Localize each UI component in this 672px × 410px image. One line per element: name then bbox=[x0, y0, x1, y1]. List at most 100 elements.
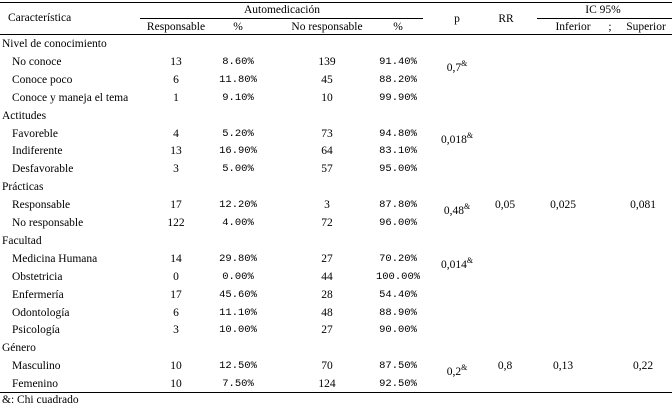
responsable-count: 3 bbox=[173, 163, 179, 176]
section-title: Prácticas bbox=[2, 181, 44, 194]
rr-value: 0,05 bbox=[494, 199, 516, 212]
responsable-count: 6 bbox=[173, 73, 179, 86]
no-responsable-count: 64 bbox=[321, 145, 333, 158]
row-label: Indiferente bbox=[12, 145, 63, 158]
responsable-count: 0 bbox=[173, 270, 179, 283]
p-value: 0,2& bbox=[446, 363, 468, 379]
section-title: Facultad bbox=[2, 234, 42, 247]
bottom-rule bbox=[0, 392, 672, 393]
responsable-pct: 8.60% bbox=[222, 55, 254, 68]
row-label: Responsable bbox=[12, 199, 71, 212]
p-value-number: 0,014 bbox=[440, 258, 467, 271]
ic-superior-value: 0,081 bbox=[630, 199, 656, 212]
responsable-count: 3 bbox=[173, 324, 179, 337]
row-label: Enfermería bbox=[12, 288, 64, 301]
no-responsable-pct: 90.00% bbox=[379, 324, 417, 337]
no-responsable-pct: 87.50% bbox=[379, 360, 417, 373]
automedicacion-rule bbox=[140, 18, 423, 19]
header-rr: RR bbox=[498, 13, 514, 25]
header-separator: ; bbox=[608, 21, 612, 33]
p-value-number: 0,018 bbox=[440, 133, 467, 146]
section-title: Nivel de conocimiento bbox=[2, 38, 107, 50]
no-responsable-count: 44 bbox=[321, 270, 333, 283]
no-responsable-pct: 88.90% bbox=[379, 306, 417, 319]
responsable-count: 17 bbox=[170, 199, 182, 212]
no-responsable-count: 72 bbox=[321, 217, 333, 229]
footnote: &: Chi cuadrado bbox=[2, 394, 79, 406]
responsable-count: 17 bbox=[170, 288, 182, 301]
no-responsable-count: 10 bbox=[321, 91, 333, 104]
no-responsable-count: 73 bbox=[321, 127, 333, 140]
no-responsable-pct: 70.20% bbox=[379, 252, 417, 265]
no-responsable-pct: 83.10% bbox=[379, 145, 417, 158]
ic-rule bbox=[537, 18, 672, 19]
responsable-pct: 4.00% bbox=[222, 217, 254, 229]
top-rule bbox=[0, 2, 672, 3]
no-responsable-count: 45 bbox=[321, 73, 333, 86]
no-responsable-count: 27 bbox=[321, 324, 333, 337]
p-value: 0,7& bbox=[446, 58, 468, 75]
no-responsable-count: 27 bbox=[321, 252, 333, 265]
responsable-pct: 12.20% bbox=[219, 199, 257, 212]
responsable-count: 10 bbox=[170, 378, 182, 391]
p-value-marker: & bbox=[466, 130, 474, 140]
row-label: Masculino bbox=[12, 360, 61, 373]
row-label: Odontología bbox=[12, 306, 70, 319]
responsable-count: 1 bbox=[173, 91, 179, 104]
responsable-pct: 9.10% bbox=[222, 91, 254, 104]
no-responsable-count: 48 bbox=[321, 306, 333, 319]
no-responsable-pct: 87.80% bbox=[379, 199, 417, 212]
responsable-pct: 7.50% bbox=[222, 378, 254, 391]
responsable-count: 13 bbox=[170, 145, 182, 158]
p-value-marker: & bbox=[466, 255, 474, 265]
p-value-marker: & bbox=[463, 202, 471, 212]
rr-value: 0,8 bbox=[497, 360, 513, 373]
p-value-number: 0,2 bbox=[446, 366, 462, 379]
row-label: Desfavorable bbox=[12, 163, 74, 176]
responsable-pct: 16.90% bbox=[219, 145, 257, 158]
responsable-count: 122 bbox=[167, 217, 185, 229]
ic-inferior-value: 0,13 bbox=[552, 360, 574, 373]
row-label: No conoce bbox=[12, 55, 62, 68]
no-responsable-count: 3 bbox=[324, 199, 330, 212]
p-value-number: 0,7 bbox=[446, 61, 462, 74]
p-value-number: 0,48 bbox=[443, 205, 464, 218]
responsable-pct: 0.00% bbox=[222, 270, 254, 283]
responsable-pct: 5.20% bbox=[222, 127, 254, 140]
row-label: No responsable bbox=[12, 217, 84, 229]
row-label: Conoce y maneja el tema bbox=[12, 91, 129, 104]
header-superior: Superior bbox=[626, 21, 666, 33]
header-caracteristica: Característica bbox=[8, 12, 72, 24]
section-title: Género bbox=[2, 342, 36, 355]
header-inferior: Inferior bbox=[555, 21, 591, 33]
header-no-responsable: No responsable bbox=[291, 21, 363, 33]
row-label: Femenino bbox=[12, 378, 58, 391]
ic-inferior-value: 0,025 bbox=[550, 199, 576, 212]
section-title: Actitudes bbox=[2, 109, 47, 122]
responsable-pct: 45.60% bbox=[219, 288, 257, 301]
no-responsable-pct: 54.40% bbox=[379, 288, 417, 301]
no-responsable-count: 124 bbox=[318, 378, 336, 391]
header-pct-responsable: % bbox=[233, 21, 243, 33]
header-ic95: IC 95% bbox=[585, 4, 621, 16]
p-value: 0,018& bbox=[440, 130, 474, 147]
no-responsable-pct: 99.90% bbox=[379, 91, 417, 104]
p-value-marker: & bbox=[461, 363, 468, 373]
header-responsable: Responsable bbox=[146, 21, 206, 33]
responsable-count: 10 bbox=[170, 360, 182, 373]
responsable-count: 14 bbox=[170, 252, 182, 265]
p-value: 0,014& bbox=[440, 255, 474, 272]
responsable-count: 6 bbox=[173, 306, 179, 319]
row-label: Conoce poco bbox=[12, 73, 73, 86]
responsable-pct: 12.50% bbox=[219, 360, 257, 373]
ic-superior-value: 0,22 bbox=[632, 360, 654, 373]
row-label: Obstetricia bbox=[12, 270, 63, 283]
p-value: 0,48& bbox=[443, 202, 471, 218]
row-label: Medicina Humana bbox=[12, 252, 98, 265]
no-responsable-count: 57 bbox=[321, 163, 333, 176]
no-responsable-count: 28 bbox=[321, 288, 333, 301]
responsable-pct: 11.10% bbox=[219, 306, 257, 319]
header-automedicacion: Automedicación bbox=[243, 4, 321, 16]
row-label: Psicología bbox=[12, 324, 60, 337]
p-value-marker: & bbox=[461, 58, 468, 68]
